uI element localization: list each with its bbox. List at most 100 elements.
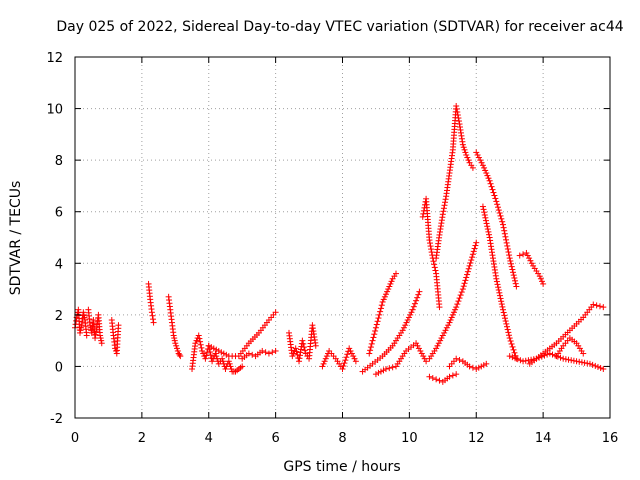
data-point-fill <box>452 306 459 313</box>
data-point <box>209 358 216 365</box>
data-point-fill <box>112 347 119 354</box>
data-point-fill <box>510 272 517 279</box>
data-point-fill <box>441 329 448 336</box>
data-point <box>239 363 246 370</box>
x-tick-label: 10 <box>401 431 418 446</box>
data-point-fill <box>402 322 409 329</box>
data-point-fill <box>429 375 436 382</box>
data-point-fill <box>323 353 330 360</box>
data-point-fill <box>340 363 347 370</box>
data-point <box>172 340 179 347</box>
data-point-fill <box>213 346 220 353</box>
data-point <box>453 355 460 362</box>
data-point <box>600 304 607 311</box>
data-point-fill <box>440 208 447 215</box>
data-point-fill <box>460 283 467 290</box>
data-point-fill <box>498 301 505 308</box>
data-point-fill <box>389 364 396 371</box>
data-point <box>372 324 379 331</box>
data-point-fill <box>494 281 501 288</box>
y-tick-label: 2 <box>55 309 63 324</box>
data-point <box>212 350 219 357</box>
data-point-fill <box>504 326 511 333</box>
data-point <box>205 342 212 349</box>
data-point-fill <box>484 226 491 233</box>
data-point <box>339 366 346 373</box>
data-point-fill <box>457 292 464 299</box>
axis-ticks <box>74 56 611 419</box>
data-point-fill <box>537 275 544 282</box>
data-point <box>439 332 446 339</box>
data-point <box>463 151 470 158</box>
data-point <box>379 298 386 305</box>
y-tick-label: 12 <box>46 51 63 66</box>
data-point-fill <box>504 242 511 249</box>
data-point-fill <box>487 180 494 187</box>
data-point-fill <box>171 337 178 344</box>
data-point-fill <box>495 287 502 294</box>
data-point-fill <box>475 154 482 161</box>
data-point-fill <box>370 334 377 341</box>
data-point-fill <box>461 146 468 153</box>
data-point <box>245 350 252 357</box>
data-point-fill <box>150 316 157 323</box>
data-point-fill <box>77 327 84 334</box>
data-point-fill <box>445 322 452 329</box>
data-point-fill <box>507 257 514 264</box>
data-point-fill <box>375 315 382 322</box>
data-point-fill <box>214 355 221 362</box>
data-point <box>222 366 229 373</box>
data-point-fill <box>593 302 600 309</box>
data-point-fill <box>414 294 421 301</box>
data-point-fill <box>448 314 455 321</box>
data-point-fill <box>453 106 460 113</box>
data-point <box>366 350 373 357</box>
data-point <box>416 288 423 295</box>
data-point-fill <box>502 315 509 322</box>
data-point-fill <box>565 356 572 363</box>
data-point <box>386 283 393 290</box>
data-point-fill <box>436 377 443 384</box>
data-point-fill <box>387 280 394 287</box>
data-point-fill <box>489 186 496 193</box>
data-point-fill <box>426 240 433 247</box>
data-point-fill <box>488 183 495 190</box>
data-point-fill <box>510 346 517 353</box>
data-point-fill <box>480 362 487 369</box>
data-point <box>493 275 500 282</box>
data-point-fill <box>78 324 85 331</box>
chart-title: Day 025 of 2022, Sidereal Day-to-day VTE… <box>56 19 623 35</box>
data-point-fill <box>470 248 477 255</box>
data-point-fill <box>301 344 308 351</box>
data-point <box>536 273 543 280</box>
data-point-fill <box>415 291 422 298</box>
data-point-fill <box>197 338 204 345</box>
data-point-fill <box>400 324 407 331</box>
data-point-fill <box>372 327 379 334</box>
data-point-fill <box>496 289 503 296</box>
data-point-fill <box>500 309 507 316</box>
data-point-fill <box>385 286 392 293</box>
data-point-fill <box>581 359 588 366</box>
data-point <box>399 327 406 334</box>
data-point-fill <box>465 265 472 272</box>
data-point-fill <box>508 263 515 270</box>
data-point-fill <box>431 264 438 271</box>
data-point-fill <box>171 335 178 342</box>
data-point <box>473 149 480 156</box>
data-point-fill <box>527 257 534 264</box>
data-point <box>426 237 433 244</box>
data-point-fill <box>414 342 421 349</box>
data-point-fill <box>377 305 384 312</box>
data-point-fill <box>443 324 450 331</box>
data-point-fill <box>505 249 512 256</box>
data-point-fill <box>227 363 234 370</box>
data-point-fill <box>454 109 461 116</box>
data-point-fill <box>463 274 470 281</box>
data-point-fill <box>482 217 489 224</box>
data-point-fill <box>405 314 412 321</box>
data-point-fill <box>498 215 505 222</box>
data-point <box>372 371 379 378</box>
data-point-fill <box>493 278 500 285</box>
data-point-fill <box>427 243 434 250</box>
